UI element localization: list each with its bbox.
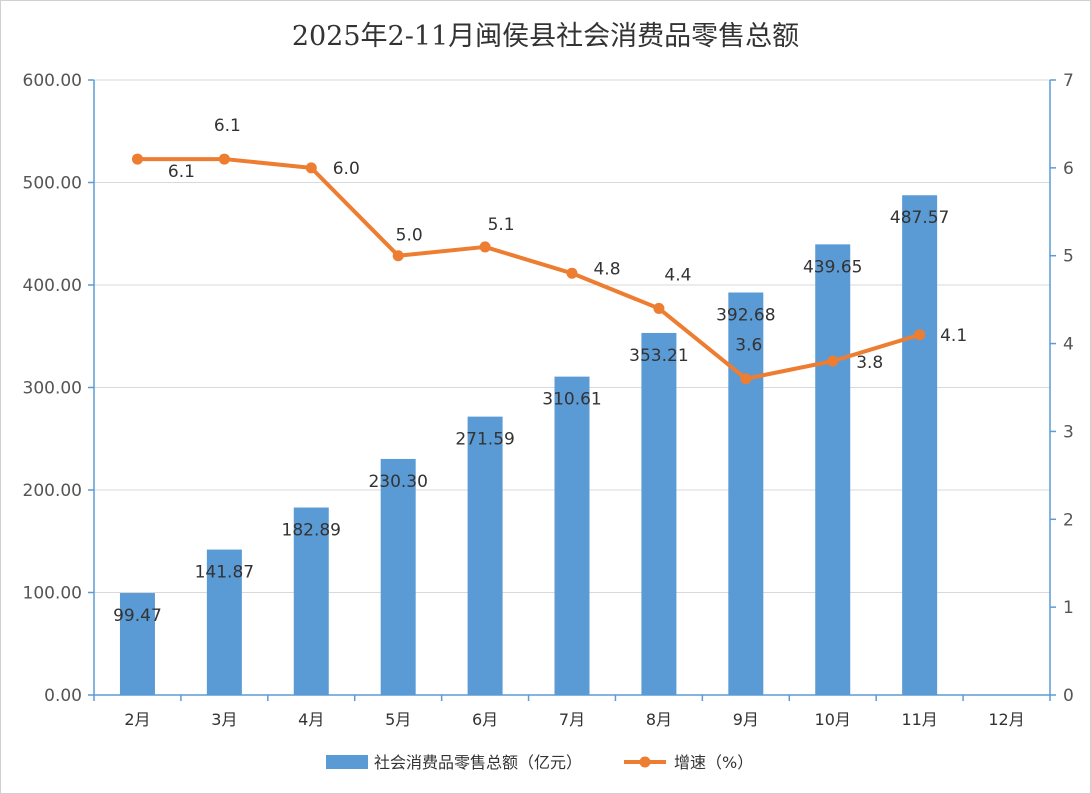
y-right-tick-label: 7 — [1063, 71, 1074, 91]
legend-line-label: 增速（%） — [674, 753, 753, 772]
y-right-tick-label: 4 — [1063, 335, 1074, 355]
line-series — [131, 153, 926, 385]
x-tick-label: 5月 — [385, 710, 411, 729]
bar-data-label: 271.59 — [455, 430, 514, 450]
line-data-label: 6.1 — [214, 116, 241, 136]
legend-line-marker — [639, 756, 651, 768]
bar-data-label: 310.61 — [542, 390, 601, 410]
line-point — [131, 153, 143, 165]
line-point — [305, 162, 317, 174]
x-tick-label: 11月 — [901, 710, 937, 729]
y-left-tick-label: 400.00 — [23, 276, 82, 296]
bar-data-label: 392.68 — [716, 306, 775, 326]
x-tick-label: 3月 — [211, 710, 237, 729]
line-data-label: 4.4 — [664, 265, 691, 285]
bar — [206, 549, 242, 695]
y-right-tick-label: 6 — [1063, 159, 1074, 179]
line-point — [392, 250, 404, 262]
line-point — [740, 373, 752, 385]
y-left-tick-label: 100.00 — [23, 584, 82, 604]
line-point — [218, 153, 230, 165]
line-point — [827, 355, 839, 367]
bar-data-label: 353.21 — [629, 346, 688, 366]
bar-series — [119, 195, 938, 695]
x-tick-label: 8月 — [646, 710, 672, 729]
x-tick-label: 6月 — [472, 710, 498, 729]
bar-data-label: 141.87 — [195, 563, 254, 583]
y-left-tick-label: 200.00 — [23, 481, 82, 501]
bar-data-label: 439.65 — [803, 257, 862, 277]
bar-data-label: 99.47 — [113, 606, 162, 626]
x-tick-label: 4月 — [298, 710, 324, 729]
line-point — [653, 302, 665, 314]
y-left-tick-label: 500.00 — [23, 174, 82, 194]
line-point — [914, 329, 926, 341]
bar — [641, 332, 677, 695]
bar — [119, 593, 155, 695]
bar — [293, 507, 329, 695]
line-data-label: 5.0 — [396, 226, 423, 246]
x-tick-label: 2月 — [124, 710, 150, 729]
line-point — [566, 267, 578, 279]
legend-bar-swatch — [326, 755, 368, 769]
bar — [902, 195, 938, 695]
line-data-label: 4.1 — [940, 326, 967, 346]
growth-line — [135, 157, 922, 381]
bar — [380, 458, 416, 695]
y-right-tick-label: 0 — [1063, 686, 1074, 706]
x-tick-label: 12月 — [988, 710, 1024, 729]
y-right-tick-label: 2 — [1063, 510, 1074, 530]
axes: 0.00 100.00 200.00 300.00 400.00 500.00 600.00… — [23, 71, 1074, 729]
y-left-tick-label: 600.00 — [23, 71, 82, 91]
bar — [554, 376, 590, 695]
y-right-tick-label: 3 — [1063, 422, 1074, 442]
y-right-tick-label: 5 — [1063, 247, 1074, 267]
chart-title: 2025年2-11月闽侯县社会消费品零售总额 — [291, 21, 800, 52]
bar-labels: 99.47 141.87 182.89 230.30 271.59 310.61 353.2… — [113, 208, 949, 626]
x-tick-label: 10月 — [815, 710, 851, 729]
x-tick-label: 9月 — [733, 710, 759, 729]
y-left-tick-label: 300.00 — [23, 379, 82, 399]
legend-bar-label: 社会消费品零售总额（亿元） — [374, 753, 582, 772]
y-left-tick-label: 0.00 — [44, 686, 82, 706]
line-data-label: 6.0 — [333, 159, 360, 179]
x-tick-label: 7月 — [559, 710, 585, 729]
y-right-tick-label: 1 — [1063, 598, 1074, 618]
line-labels: 6.1 6.1 6.0 5.0 5.1 4.8 4.4 3.6 3.8 4.1 — [168, 116, 967, 373]
line-data-label: 3.6 — [735, 336, 762, 356]
bar-data-label: 182.89 — [282, 521, 341, 541]
line-data-label: 3.8 — [856, 353, 883, 373]
bar-data-label: 487.57 — [890, 208, 949, 228]
line-data-label: 6.1 — [168, 162, 195, 182]
bar — [467, 416, 503, 695]
bar-data-label: 230.30 — [368, 472, 427, 492]
line-data-label: 4.8 — [593, 259, 620, 279]
bar — [728, 292, 764, 695]
line-data-label: 5.1 — [488, 215, 515, 235]
line-point — [479, 241, 491, 253]
bar — [815, 244, 851, 695]
legend: 社会消费品零售总额（亿元） 增速（%） — [326, 753, 753, 772]
